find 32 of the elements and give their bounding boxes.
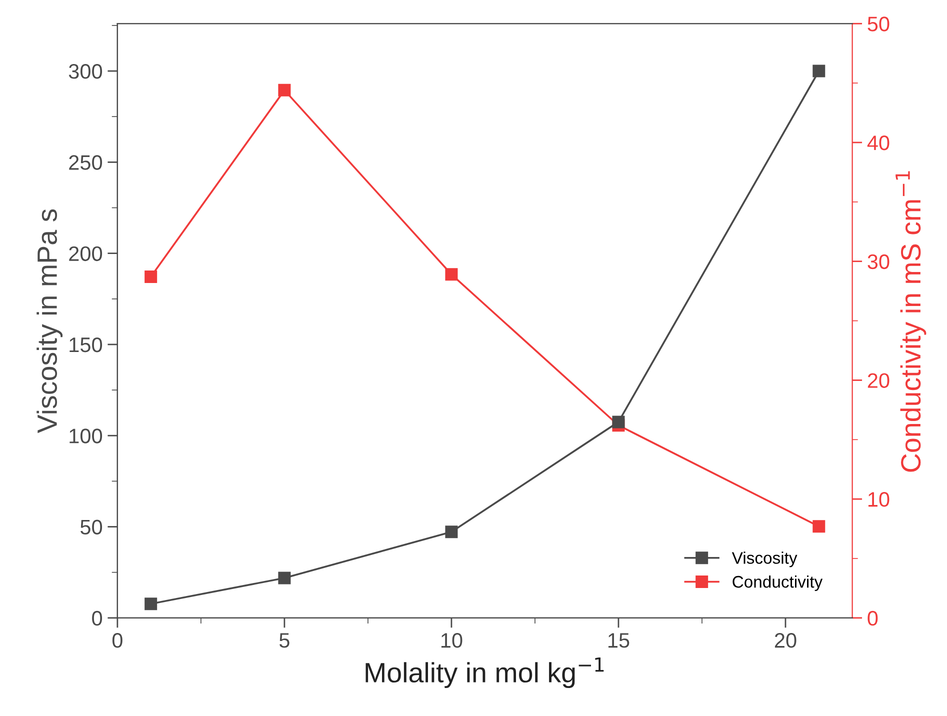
- y2-tick-label: 0: [868, 610, 878, 626]
- x-tick-label: 15: [608, 633, 630, 648]
- point: [144, 270, 158, 284]
- x-tick-label: 10: [441, 633, 462, 648]
- y2-tick-label: 50: [868, 16, 890, 32]
- y-tick-label: 150: [70, 337, 102, 352]
- legend-label: Conductivity: [732, 575, 823, 592]
- point: [278, 84, 291, 96]
- point: [144, 598, 158, 610]
- y-tick-label: 0: [92, 610, 102, 626]
- point: [612, 416, 625, 428]
- point: [278, 572, 291, 584]
- point: [445, 526, 458, 538]
- legend-label: Viscosity: [732, 552, 798, 568]
- x-axis-title: Molality in mol kg$^{−1}$: [366, 657, 604, 688]
- y2-tick-label: 20: [868, 373, 890, 388]
- point: [812, 520, 826, 533]
- y-tick-label: 50: [80, 520, 102, 535]
- y-axis-title: Viscosity in mPa s: [36, 209, 63, 434]
- x-tick-label: 0: [112, 633, 122, 648]
- point: [812, 64, 826, 78]
- point: [445, 268, 458, 281]
- y2-tick-label: 10: [868, 492, 890, 507]
- y-tick-label: 200: [69, 246, 102, 262]
- y-tick-label: 100: [70, 428, 102, 444]
- y2-tick-label: 40: [867, 135, 890, 150]
- y-tick-label: 250: [69, 155, 102, 170]
- x-tick-label: 5: [279, 633, 290, 648]
- y-tick-label: 300: [68, 64, 102, 79]
- x-tick-label: 20: [774, 633, 796, 648]
- y2-axis-title: Conductivity in mS cm$^{−1}$: [896, 171, 926, 472]
- y2-tick-label: 30: [868, 254, 890, 270]
